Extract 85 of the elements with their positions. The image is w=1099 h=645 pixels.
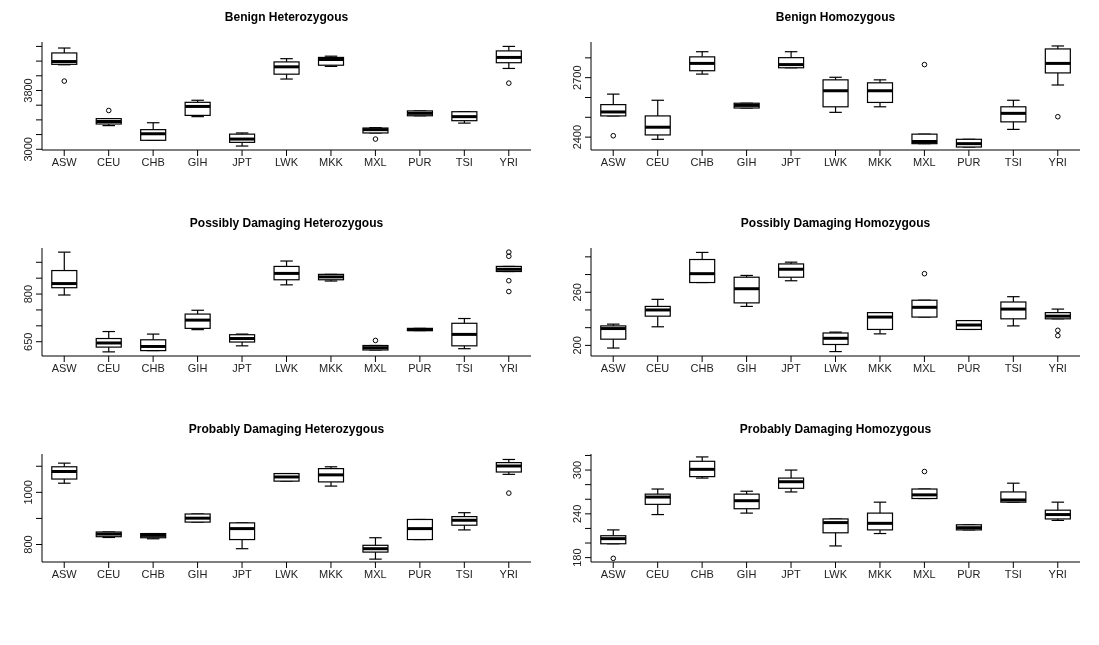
x-tick-label: JPT [232, 155, 253, 168]
x-tick-label: LWK [823, 567, 848, 580]
x-tick-label: GIH [736, 567, 757, 580]
x-tick-label: TSI [1004, 567, 1022, 580]
x-tick-label: LWK [274, 567, 299, 580]
x-tick-label: LWK [823, 361, 848, 374]
x-tick-label: JPT [781, 361, 802, 374]
y-tick-label: 2700 [571, 65, 583, 90]
x-tick-label: PUR [408, 567, 432, 580]
x-tick-label: MKK [868, 155, 893, 168]
x-tick-label: ASW [600, 155, 627, 168]
x-tick-label: CEU [646, 361, 670, 374]
x-tick-label: YRI [1048, 361, 1067, 374]
chart-title: Probably Damaging Homozygous [738, 421, 933, 438]
x-tick-label: PUR [408, 361, 432, 374]
x-tick-label: ASW [600, 567, 627, 580]
x-tick-label: TSI [1004, 155, 1022, 168]
y-tick-label: 3800 [22, 78, 34, 103]
y-tick-label: 800 [22, 535, 34, 554]
x-tick-label: ASW [51, 155, 78, 168]
x-tick-label: CEU [97, 361, 121, 374]
chart-title: Benign Heterozygous [223, 9, 350, 26]
x-tick-label: CHB [141, 361, 165, 374]
x-tick-label: MKK [319, 567, 344, 580]
y-tick-label: 2400 [571, 124, 583, 150]
x-tick-label: CEU [97, 567, 121, 580]
x-tick-label: TSI [455, 361, 473, 374]
x-tick-label: LWK [274, 361, 299, 374]
x-tick-label: YRI [499, 155, 518, 168]
x-tick-label: ASW [51, 567, 78, 580]
x-tick-label: GIH [736, 155, 757, 168]
y-tick-label: 800 [22, 284, 34, 304]
x-tick-label: GIH [187, 361, 208, 374]
x-tick-label: ASW [600, 361, 627, 374]
x-tick-label: MXL [913, 567, 936, 580]
chart-title: Probably Damaging Heterozygous [187, 421, 386, 438]
chart-title: Possibly Damaging Heterozygous [188, 215, 385, 232]
x-tick-label: YRI [499, 567, 518, 580]
x-tick-label: CEU [646, 155, 670, 168]
chart-title: Possibly Damaging Homozygous [739, 215, 932, 232]
x-tick-label: JPT [232, 361, 253, 374]
x-tick-label: TSI [455, 567, 473, 580]
x-tick-label: LWK [274, 155, 299, 168]
x-tick-label: TSI [455, 155, 473, 168]
x-tick-label: MXL [364, 567, 387, 580]
x-tick-label: PUR [957, 155, 981, 168]
y-tick-label: 3000 [22, 137, 34, 162]
x-tick-label: JPT [781, 567, 802, 580]
y-tick-label: 1000 [22, 480, 34, 505]
x-tick-label: MKK [868, 361, 893, 374]
x-tick-label: MXL [364, 155, 387, 168]
x-tick-label: CHB [690, 361, 714, 374]
x-tick-label: CHB [690, 567, 714, 580]
chart-title: Benign Homozygous [774, 9, 897, 26]
x-tick-label: GIH [187, 155, 208, 168]
x-tick-label: MXL [913, 155, 936, 168]
y-tick-label: 260 [571, 283, 583, 302]
x-tick-label: GIH [187, 567, 208, 580]
x-tick-label: PUR [957, 567, 981, 580]
x-tick-label: MKK [868, 567, 893, 580]
y-tick-label: 180 [571, 548, 583, 567]
x-tick-label: YRI [499, 361, 518, 374]
y-tick-label: 200 [571, 336, 583, 355]
x-tick-label: CEU [97, 155, 121, 168]
x-tick-label: CHB [690, 155, 714, 168]
x-tick-label: CEU [646, 567, 670, 580]
x-tick-label: CHB [141, 155, 165, 168]
x-tick-label: PUR [408, 155, 432, 168]
x-tick-label: CHB [141, 567, 165, 580]
x-tick-label: TSI [1004, 361, 1022, 374]
x-tick-label: JPT [781, 155, 802, 168]
x-tick-label: MKK [319, 361, 344, 374]
x-tick-label: PUR [957, 361, 981, 374]
x-tick-label: GIH [736, 361, 757, 374]
x-tick-label: MXL [913, 361, 936, 374]
x-tick-label: LWK [823, 155, 848, 168]
x-tick-label: MKK [319, 155, 344, 168]
x-tick-label: JPT [232, 567, 253, 580]
x-tick-label: YRI [1048, 567, 1067, 580]
x-tick-label: ASW [51, 361, 78, 374]
y-tick-label: 300 [571, 460, 583, 480]
y-tick-label: 650 [22, 332, 34, 351]
x-tick-label: YRI [1048, 155, 1067, 168]
x-tick-label: MXL [364, 361, 387, 374]
y-tick-label: 240 [571, 504, 583, 524]
